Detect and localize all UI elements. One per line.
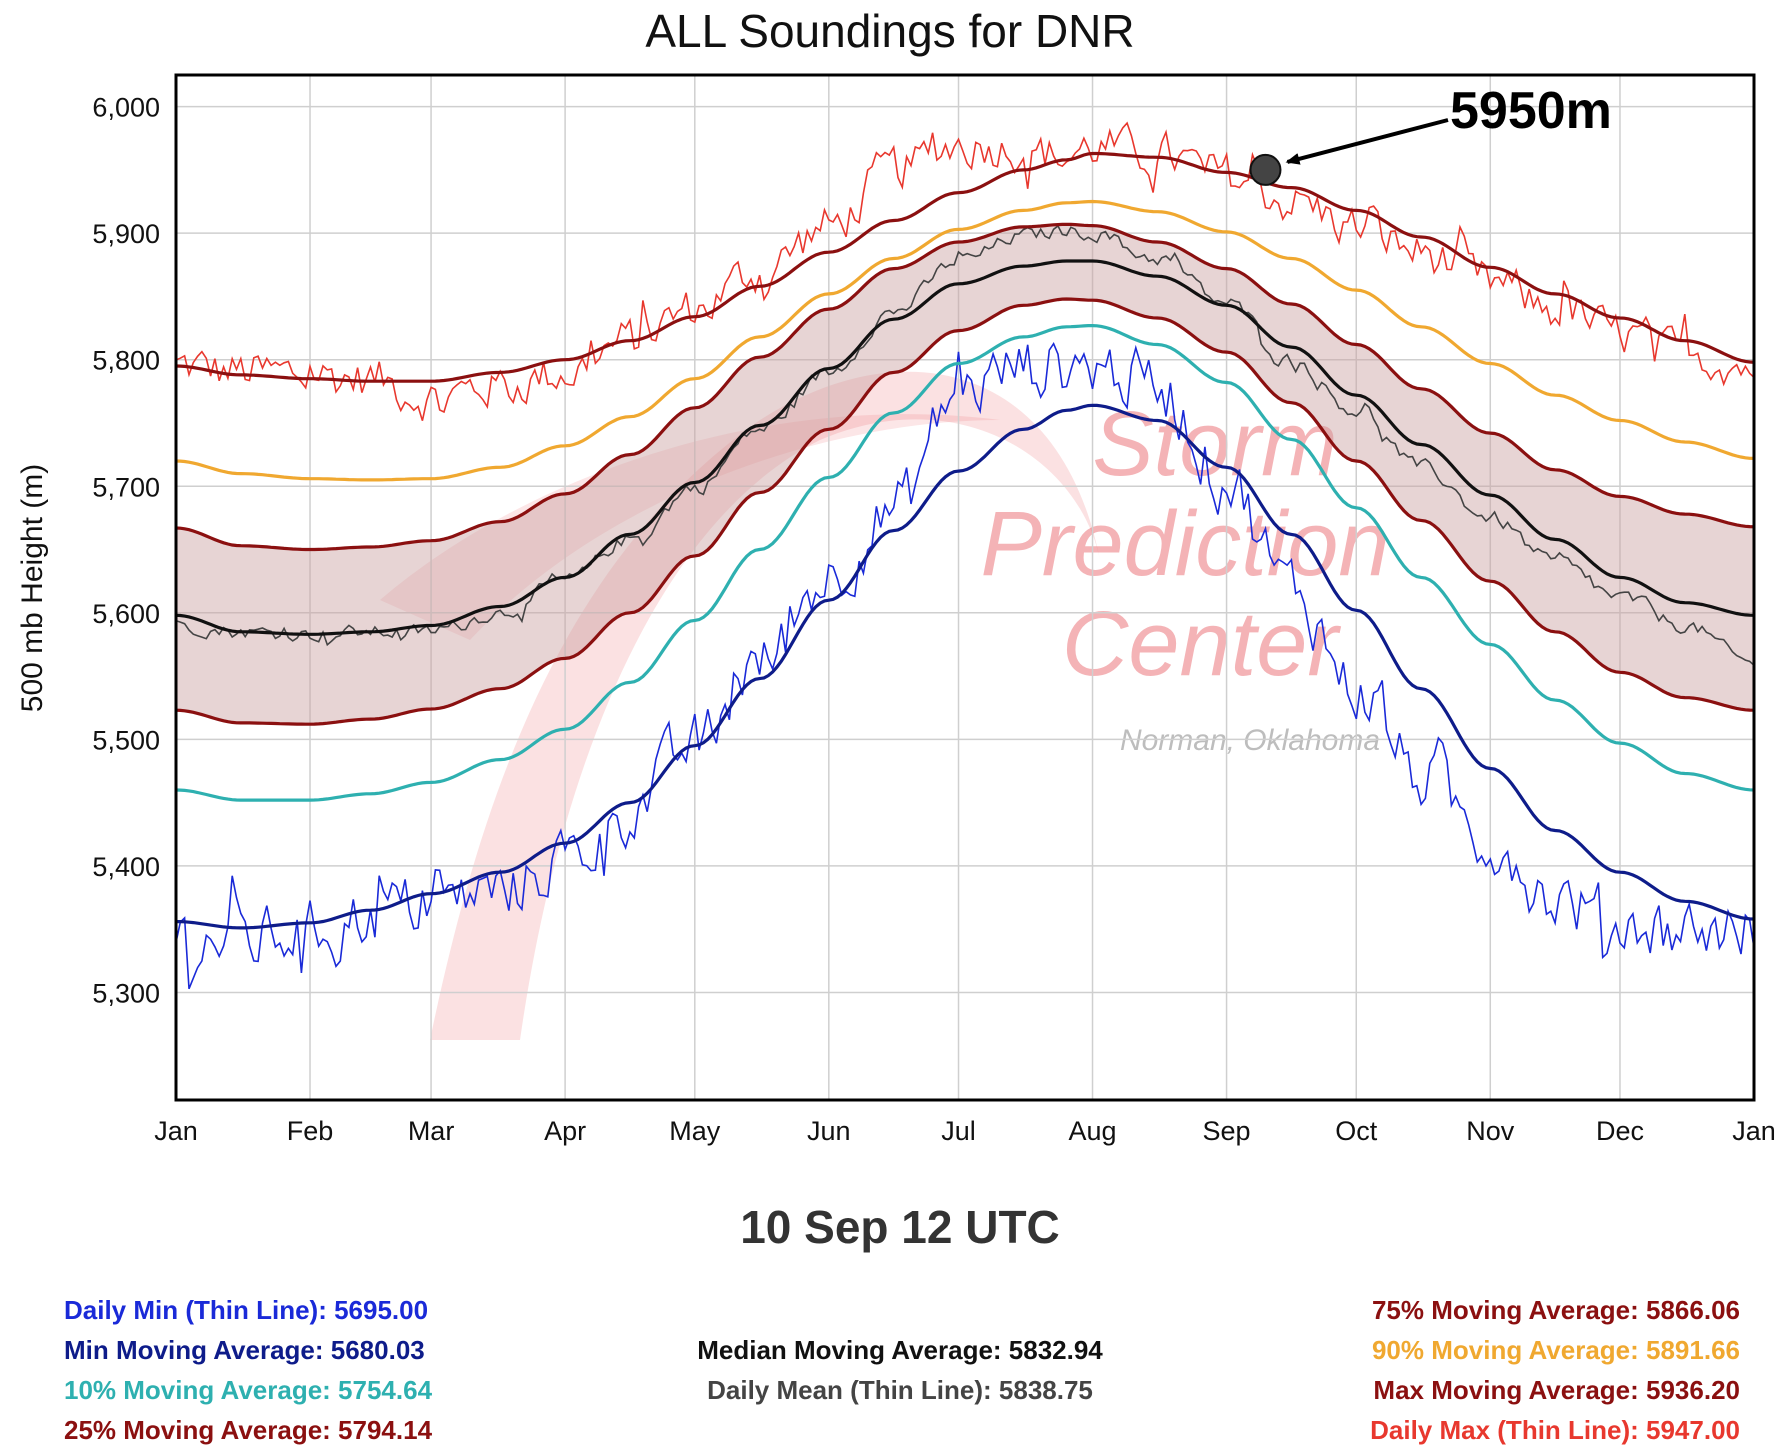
chart-axes: 5,300 5,400 5,500 5,600 5,700 5,800 5,900 6,000… [92,73,1776,1146]
stat-right-1: 90% Moving Average: 5891.66 [1371,1335,1740,1365]
stat-center-1: Daily Mean (Thin Line): 5838.75 [707,1375,1093,1405]
x-tick-label: May [669,1116,721,1146]
plot-frame [174,73,1756,1102]
stat-right-3: Daily Max (Thin Line): 5947.00 [1370,1415,1740,1445]
band-p25-p75 [176,224,1754,725]
series-p25-ma [176,297,1754,726]
stat-center-0: Median Moving Average: 5832.94 [697,1335,1103,1365]
watermark-text: Center [1062,593,1341,695]
stat-left-2: 10% Moving Average: 5754.64 [64,1375,433,1405]
y-tick-label: 5,600 [92,599,160,629]
x-tick-label: Feb [287,1116,334,1146]
interquartile-band [176,224,1754,725]
y-tick-label: 5,900 [92,219,160,249]
x-tick-label: Mar [408,1116,455,1146]
x-tick-label: Jan [154,1116,198,1146]
x-tick-label: Jan [1732,1116,1776,1146]
x-tick-label: Aug [1069,1116,1117,1146]
timestamp: 10 Sep 12 UTC [740,1201,1060,1253]
chart-title: ALL Soundings for DNR [645,5,1135,57]
x-tick-label: Apr [544,1116,586,1146]
series-daily-max [176,121,1754,421]
series-lines [176,121,1754,990]
stat-left-1: Min Moving Average: 5680.03 [64,1335,425,1365]
x-tick-label: Dec [1596,1116,1644,1146]
x-tick-label: Sep [1203,1116,1251,1146]
watermark-subtext: Norman, Oklahoma [1120,724,1380,757]
x-tick-label: Oct [1335,1116,1378,1146]
stat-left-0: Daily Min (Thin Line): 5695.00 [64,1295,429,1325]
y-tick-label: 5,300 [92,978,160,1008]
y-tick-label: 5,700 [92,472,160,502]
x-tick-label: Nov [1466,1116,1515,1146]
series-p75-ma [176,222,1754,552]
annotation-label: 5950m [1450,82,1612,140]
y-axis-label: 500 mb Height (m) [16,464,49,712]
annotation-arrow [1285,118,1449,165]
y-tick-label: 5,500 [92,725,160,755]
x-tick-label: Jun [807,1116,851,1146]
stat-right-0: 75% Moving Average: 5866.06 [1371,1295,1740,1325]
series-p90-ma [176,199,1754,482]
stat-right-2: Max Moving Average: 5936.20 [1373,1375,1740,1405]
watermark-swirl [380,414,1000,640]
series-p10-ma [176,324,1754,802]
y-tick-label: 6,000 [92,93,160,123]
stat-left-3: 25% Moving Average: 5794.14 [64,1415,433,1445]
y-tick-label: 5,800 [92,346,160,376]
series-min-ma [176,403,1754,930]
annotation-point [1249,153,1282,186]
series-daily-mean [176,224,1754,666]
x-tick-label: Jul [941,1116,976,1146]
series-max-ma [176,151,1754,383]
watermark-text: Storm [1092,393,1337,495]
series-daily-min [176,342,1754,990]
watermark-text: Prediction [980,493,1389,595]
y-tick-label: 5,400 [92,852,160,882]
watermark-swirl [430,371,1100,1040]
series-median-ma [176,259,1754,636]
annotation: 5950m [1249,82,1612,186]
